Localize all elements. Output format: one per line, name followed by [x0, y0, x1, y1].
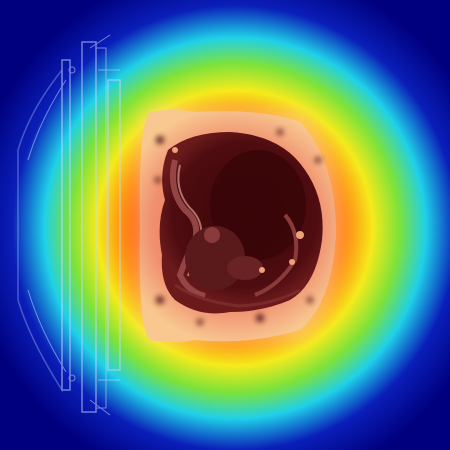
- internal-structures: [170, 147, 306, 308]
- edge-speckle: [155, 129, 321, 325]
- coil-frame: [17, 34, 121, 416]
